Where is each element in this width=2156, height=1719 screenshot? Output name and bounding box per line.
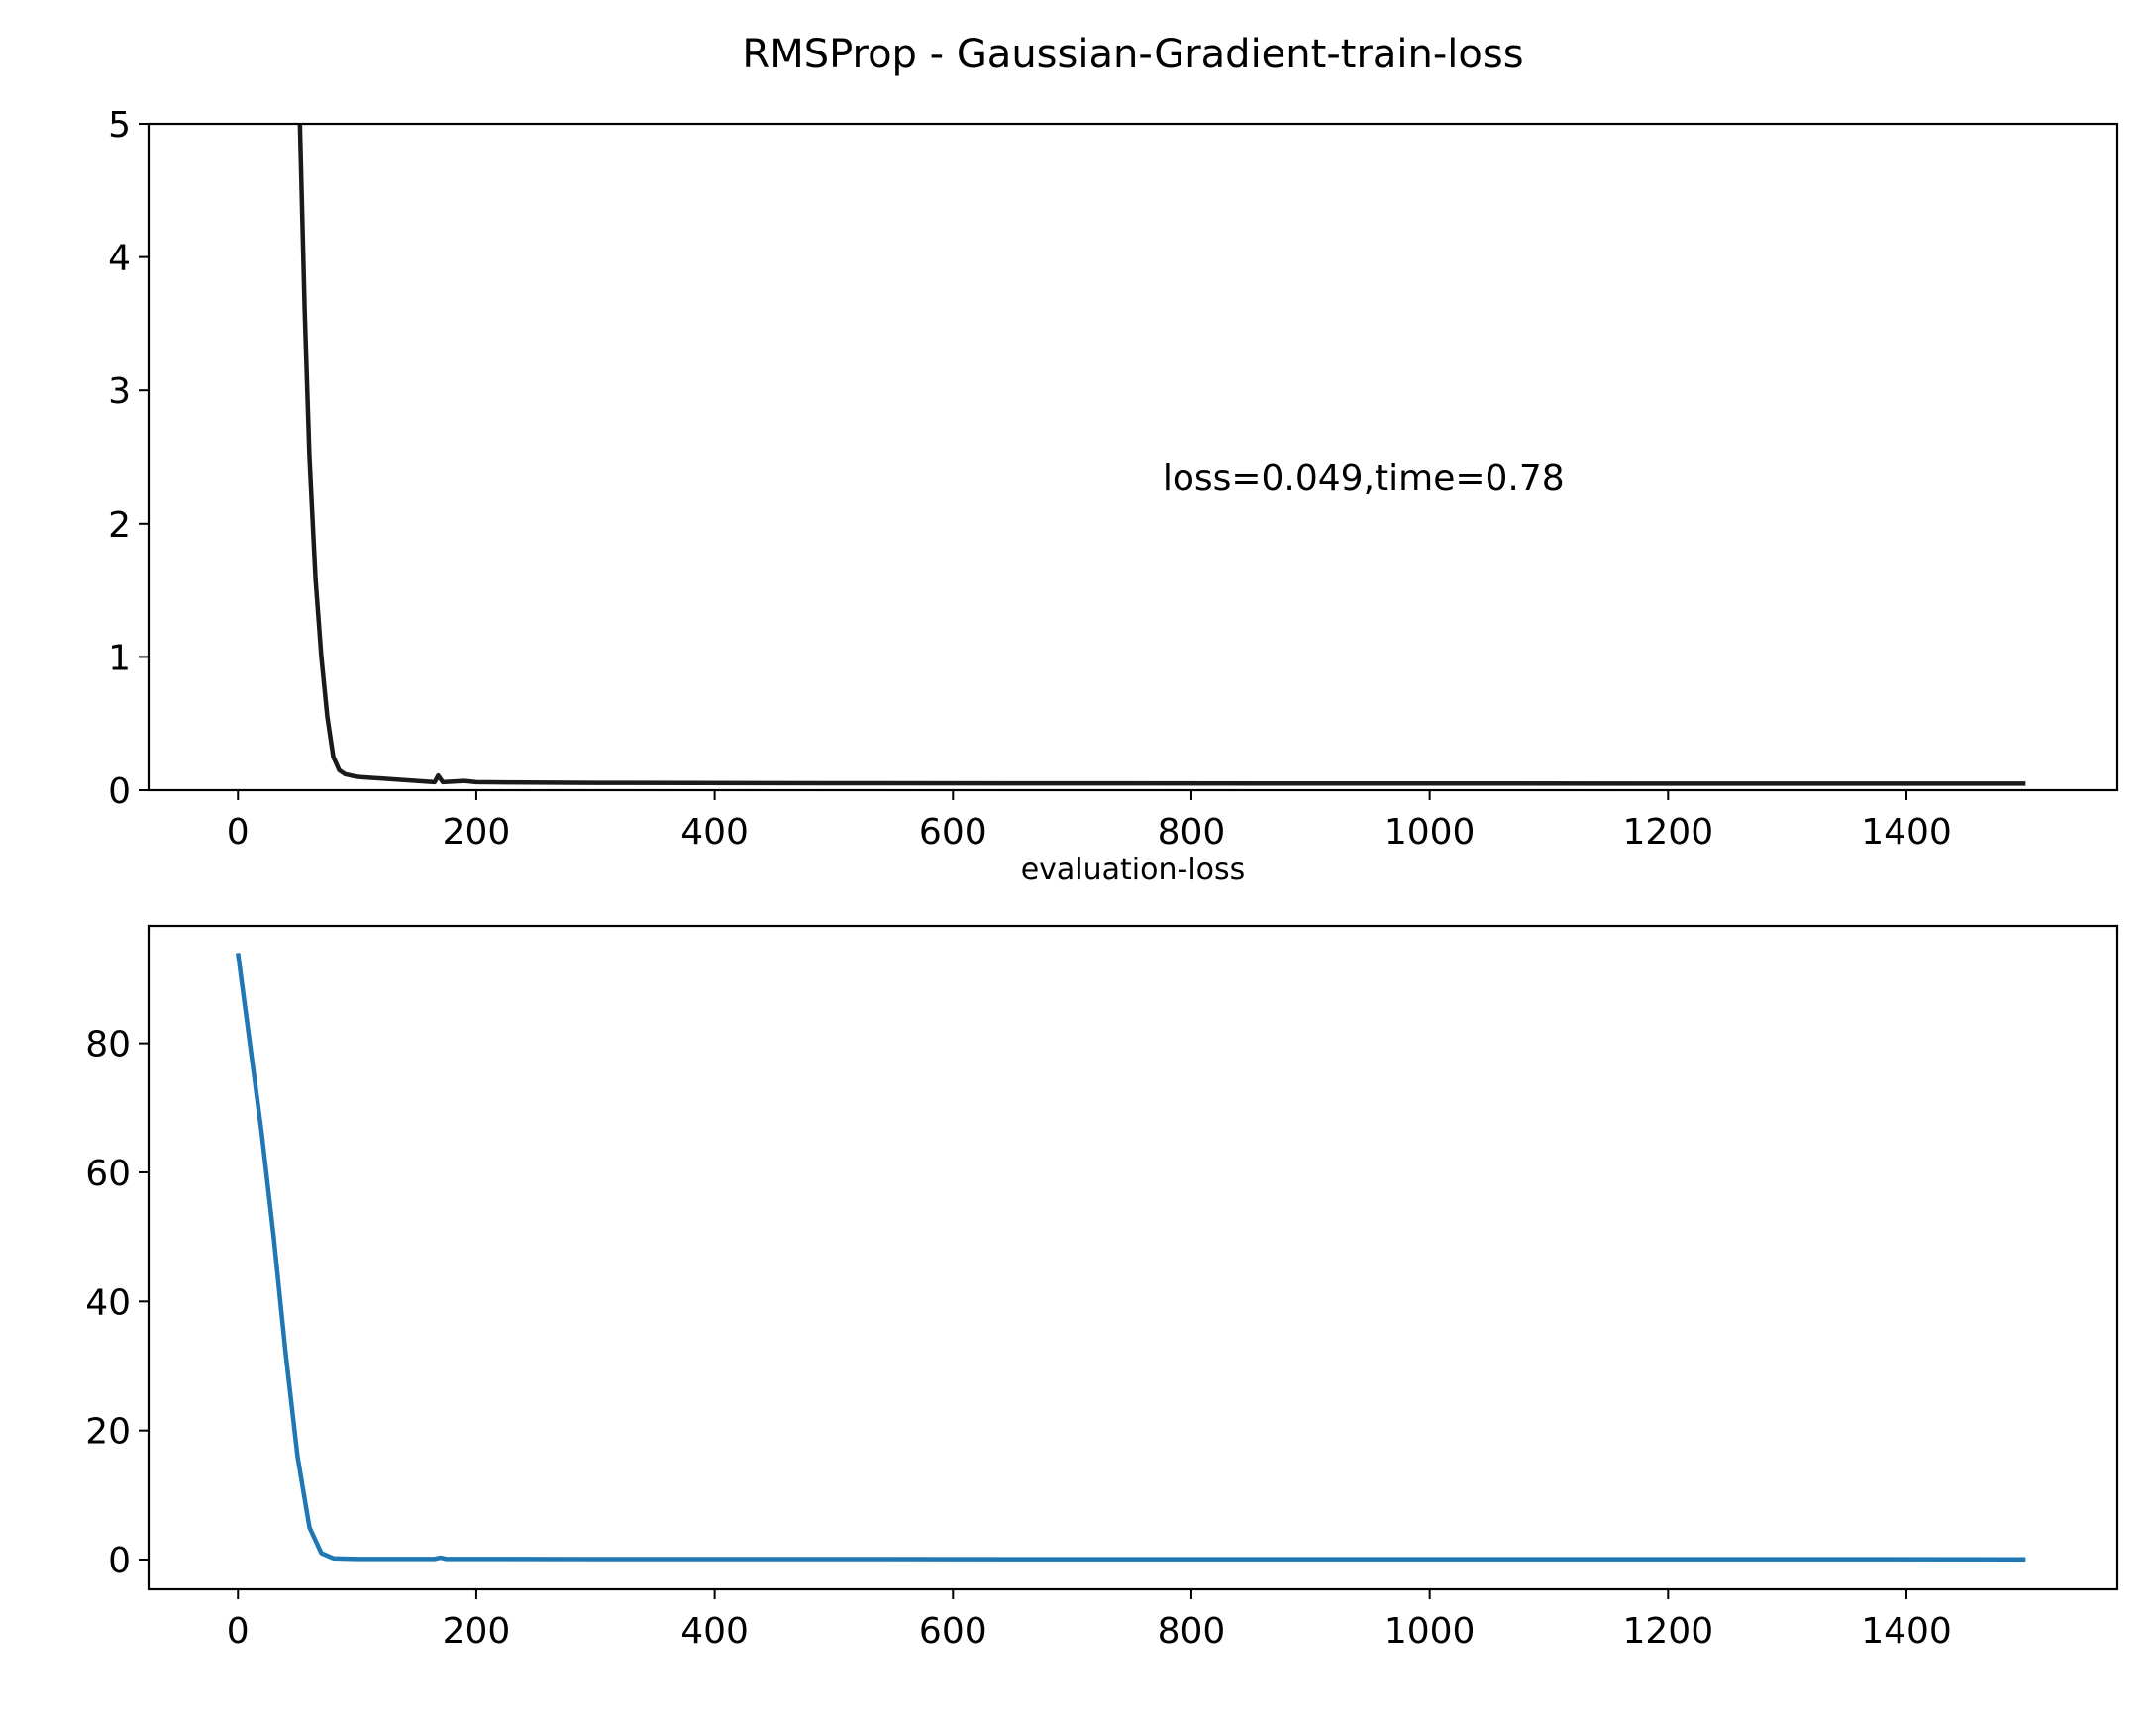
x-tick-label: 400 bbox=[680, 812, 749, 853]
y-tick-label: 80 bbox=[85, 1025, 131, 1065]
x-tick-label: 1200 bbox=[1623, 812, 1714, 853]
x-tick-label: 200 bbox=[443, 812, 511, 853]
x-tick-label: 600 bbox=[919, 812, 987, 853]
x-tick-label: 1200 bbox=[1623, 1611, 1714, 1652]
x-tick-label: 600 bbox=[919, 1611, 987, 1652]
x-tick-label: 0 bbox=[227, 812, 250, 853]
x-tick-label: 400 bbox=[680, 1611, 749, 1652]
annotation: loss=0.049,time=0.78 bbox=[1163, 458, 1565, 499]
x-tick-label: 0 bbox=[227, 1611, 250, 1652]
x-tick-label: 1400 bbox=[1861, 1611, 1952, 1652]
y-tick-label: 2 bbox=[108, 505, 131, 546]
x-tick-label: 800 bbox=[1158, 812, 1226, 853]
x-tick-label: 1400 bbox=[1861, 812, 1952, 853]
y-tick-label: 1 bbox=[108, 638, 131, 678]
y-tick-label: 40 bbox=[85, 1282, 131, 1323]
x-tick-label: 1000 bbox=[1385, 1611, 1476, 1652]
y-tick-label: 4 bbox=[108, 239, 131, 279]
chart-title: RMSProp - Gaussian-Gradient-train-loss bbox=[742, 32, 1523, 77]
x-tick-label: 1000 bbox=[1385, 812, 1476, 853]
chart-title: evaluation-loss bbox=[1021, 853, 1246, 887]
y-tick-label: 3 bbox=[108, 371, 131, 412]
y-tick-label: 20 bbox=[85, 1412, 131, 1453]
y-tick-label: 60 bbox=[85, 1154, 131, 1194]
axes-frame bbox=[147, 122, 2119, 792]
y-tick-label: 0 bbox=[108, 1541, 131, 1581]
x-tick-label: 200 bbox=[443, 1611, 511, 1652]
data-line bbox=[297, 124, 2026, 786]
data-line bbox=[236, 953, 2026, 1562]
y-tick-label: 0 bbox=[108, 771, 131, 812]
x-tick-label: 800 bbox=[1158, 1611, 1226, 1652]
axes-frame bbox=[147, 924, 2119, 1591]
y-tick-label: 5 bbox=[108, 105, 131, 146]
